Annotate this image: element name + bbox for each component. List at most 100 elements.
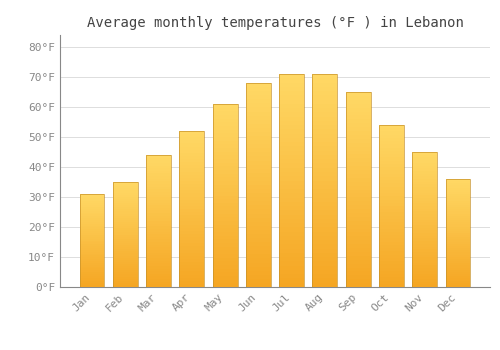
Bar (379, 151, 404, 154)
Bar (312, 83, 338, 87)
Bar (312, 87, 338, 91)
Bar (212, 162, 238, 166)
Bar (246, 238, 271, 242)
Bar (446, 267, 470, 270)
Bar (113, 190, 138, 192)
Bar (312, 248, 338, 253)
Bar (446, 276, 470, 278)
Bar (180, 165, 204, 168)
Bar (80, 257, 104, 259)
Bar (346, 283, 370, 287)
Bar (312, 279, 338, 283)
Bar (279, 146, 304, 151)
Bar (80, 228, 104, 229)
Bar (80, 212, 104, 215)
Bar (113, 253, 138, 256)
Bar (279, 87, 304, 91)
Bar (113, 249, 138, 251)
Bar (379, 154, 404, 158)
Bar (113, 186, 138, 188)
Bar (412, 190, 437, 193)
Bar (412, 282, 437, 284)
Bar (212, 254, 238, 258)
Bar (113, 214, 138, 216)
Bar (246, 181, 271, 185)
Bar (146, 155, 171, 158)
Bar (412, 184, 437, 187)
Bar (446, 263, 470, 265)
Bar (80, 216, 104, 218)
Bar (279, 197, 304, 202)
Bar (279, 155, 304, 159)
Bar (212, 177, 238, 181)
Bar (146, 189, 171, 192)
Bar (412, 187, 437, 190)
Bar (379, 138, 404, 141)
Bar (346, 100, 370, 104)
Bar (80, 268, 104, 270)
Bar (146, 166, 171, 168)
Bar (212, 214, 238, 217)
Bar (346, 154, 370, 158)
Bar (146, 155, 171, 287)
Bar (412, 211, 437, 214)
Bar (446, 239, 470, 241)
Bar (80, 252, 104, 253)
Bar (212, 104, 238, 108)
Bar (113, 199, 138, 201)
Bar (180, 253, 204, 256)
Bar (180, 172, 204, 175)
Bar (180, 140, 204, 143)
Bar (246, 197, 271, 201)
Bar (146, 245, 171, 247)
Bar (346, 123, 370, 127)
Bar (346, 264, 370, 267)
Bar (246, 140, 271, 144)
Bar (279, 112, 304, 117)
Bar (346, 170, 370, 174)
Bar (180, 156, 204, 159)
Bar (212, 203, 238, 206)
Bar (80, 250, 104, 252)
Bar (379, 158, 404, 161)
Bar (312, 244, 338, 248)
Bar (412, 209, 437, 211)
Bar (80, 215, 104, 216)
Bar (446, 233, 470, 235)
Bar (379, 254, 404, 258)
Bar (246, 218, 271, 222)
Bar (246, 144, 271, 148)
Bar (446, 205, 470, 207)
Bar (379, 229, 404, 232)
Bar (246, 164, 271, 169)
Bar (246, 103, 271, 107)
Bar (379, 170, 404, 174)
Bar (246, 214, 271, 218)
Bar (312, 240, 338, 244)
Bar (412, 160, 437, 163)
Bar (113, 262, 138, 264)
Bar (113, 230, 138, 232)
Bar (80, 224, 104, 226)
Bar (412, 152, 437, 155)
Bar (279, 202, 304, 206)
Bar (80, 237, 104, 239)
Bar (446, 226, 470, 229)
Bar (212, 184, 238, 188)
Bar (180, 209, 204, 212)
Bar (412, 276, 437, 279)
Bar (312, 189, 338, 193)
Bar (446, 190, 470, 192)
Bar (446, 203, 470, 205)
Bar (113, 256, 138, 258)
Bar (146, 255, 171, 258)
Bar (246, 152, 271, 156)
Bar (180, 212, 204, 215)
Bar (80, 222, 104, 224)
Bar (146, 271, 171, 274)
Bar (379, 132, 404, 135)
Bar (80, 229, 104, 231)
Bar (113, 205, 138, 207)
Bar (279, 240, 304, 244)
Bar (180, 199, 204, 203)
